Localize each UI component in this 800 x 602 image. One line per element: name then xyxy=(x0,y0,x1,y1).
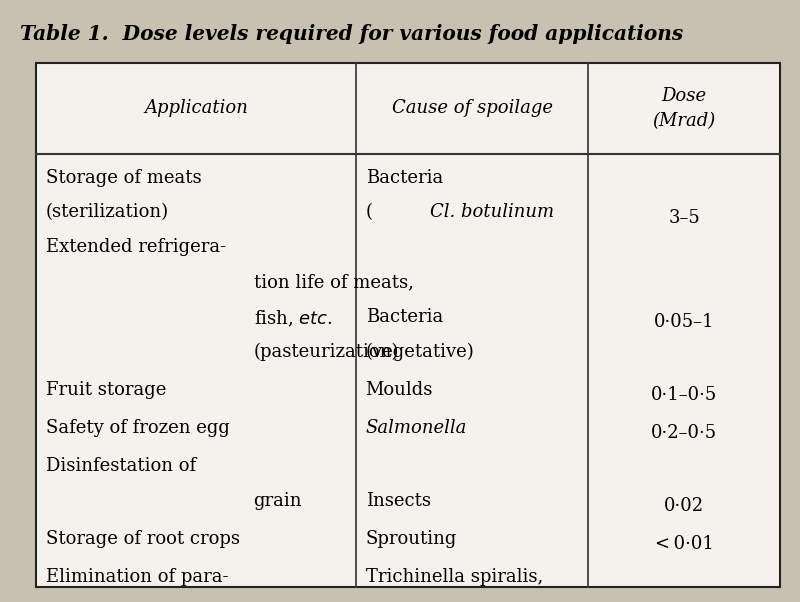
Text: Storage of root crops: Storage of root crops xyxy=(46,530,240,548)
Text: Sprouting: Sprouting xyxy=(366,530,457,548)
Text: Fruit storage: Fruit storage xyxy=(46,381,166,399)
Text: grain: grain xyxy=(254,492,302,510)
Text: Safety of frozen egg: Safety of frozen egg xyxy=(46,419,230,437)
Text: Cl. botulinum: Cl. botulinum xyxy=(430,203,554,222)
Text: (pasteurization): (pasteurization) xyxy=(254,343,399,361)
Text: Bacteria: Bacteria xyxy=(366,169,443,187)
Text: Salmonella: Salmonella xyxy=(366,419,467,437)
Text: Dose
(Mrad): Dose (Mrad) xyxy=(652,87,716,130)
Text: (: ( xyxy=(366,203,373,222)
Text: Extended refrigera-: Extended refrigera- xyxy=(46,238,226,256)
Text: 3–5: 3–5 xyxy=(668,209,700,227)
Text: (sterilization): (sterilization) xyxy=(46,203,169,222)
Text: Table 1.  Dose levels required for various food applications: Table 1. Dose levels required for variou… xyxy=(20,24,683,44)
Text: tion life of meats,: tion life of meats, xyxy=(254,273,414,291)
Text: Insects: Insects xyxy=(366,492,430,510)
Text: < 0·01: < 0·01 xyxy=(654,535,714,553)
Text: 0·2–0·5: 0·2–0·5 xyxy=(651,424,717,442)
Text: Moulds: Moulds xyxy=(366,381,433,399)
FancyBboxPatch shape xyxy=(36,63,780,587)
Text: Cause of spoilage: Cause of spoilage xyxy=(391,99,553,117)
Text: Application: Application xyxy=(144,99,248,117)
Text: 0·02: 0·02 xyxy=(664,497,704,515)
Text: Disinfestation of: Disinfestation of xyxy=(46,457,196,475)
Text: (vegetative): (vegetative) xyxy=(366,343,474,361)
Text: Elimination of para-: Elimination of para- xyxy=(46,568,228,586)
Text: Bacteria: Bacteria xyxy=(366,308,443,326)
Text: 0·05–1: 0·05–1 xyxy=(654,314,714,332)
Text: fish, $etc$.: fish, $etc$. xyxy=(254,308,333,329)
Text: Trichinella spiralis,: Trichinella spiralis, xyxy=(366,568,543,586)
Text: 0·1–0·5: 0·1–0·5 xyxy=(651,386,717,405)
Text: Storage of meats: Storage of meats xyxy=(46,169,202,187)
